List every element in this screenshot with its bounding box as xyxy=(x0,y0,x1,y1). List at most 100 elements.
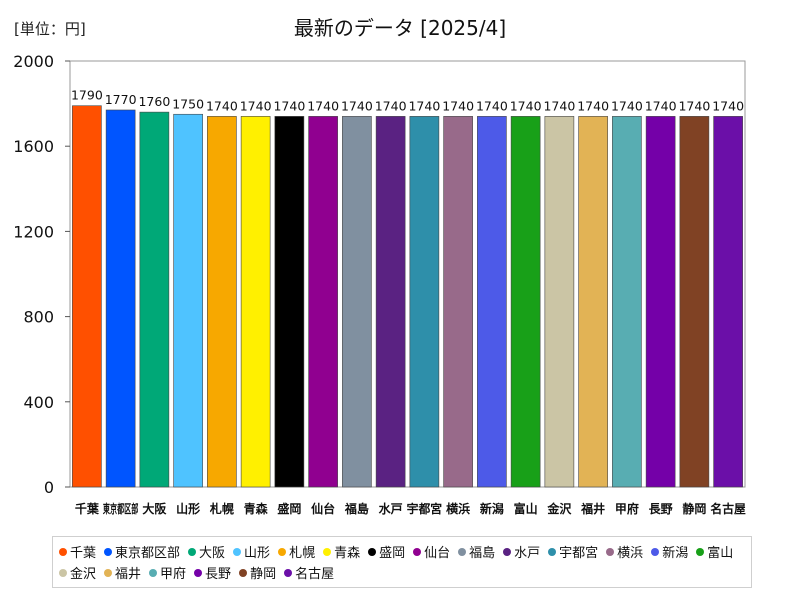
x-tick-label: 大阪 xyxy=(142,501,167,516)
bar xyxy=(510,116,541,488)
y-tick-label: 2000 xyxy=(13,52,54,71)
legend-item: 富山 xyxy=(696,541,733,562)
bar xyxy=(409,116,440,488)
x-tick-label: 水戸 xyxy=(379,501,403,516)
data-label: 1740 xyxy=(442,98,474,113)
x-tick-label: 福井 xyxy=(580,501,605,516)
legend-item: 青森 xyxy=(323,541,360,562)
legend-marker xyxy=(59,547,67,556)
legend: 千葉 東京都区部 大阪 山形 札幌 青森 盛岡 仙台 福島 水戸 宇都宮 横浜 新潟 富山 金沢 福井 甲府 長野… xyxy=(52,536,752,588)
x-tick-label: 富山 xyxy=(514,501,538,516)
legend-item: 横浜 xyxy=(606,541,643,562)
bar xyxy=(477,116,507,488)
legend-marker xyxy=(59,568,67,577)
legend-marker xyxy=(651,547,660,556)
bar xyxy=(207,116,237,488)
x-tick-label: 名古屋 xyxy=(710,501,745,516)
bar xyxy=(375,116,406,488)
bar xyxy=(274,116,305,488)
legend-label: 東京都区部 xyxy=(115,546,181,561)
bar xyxy=(139,111,170,488)
legend-label: 千葉 xyxy=(70,546,97,561)
data-label: 1740 xyxy=(375,98,407,113)
legend-item: 甲府 xyxy=(149,562,186,583)
legend-label: 富山 xyxy=(707,546,734,561)
legend-label: 長野 xyxy=(205,567,232,582)
data-label: 1740 xyxy=(273,98,305,113)
legend-label: 宇都宮 xyxy=(559,546,599,561)
legend-label: 仙台 xyxy=(424,546,451,561)
legend-label: 横浜 xyxy=(617,546,644,561)
x-tick-label: 東京都区部 xyxy=(103,501,138,516)
legend-marker xyxy=(458,547,467,556)
legend-marker xyxy=(239,568,248,577)
legend-label: 札幌 xyxy=(289,546,316,561)
legend-marker xyxy=(284,568,293,577)
plot-area xyxy=(69,60,746,488)
x-tick-label: 新潟 xyxy=(480,501,504,516)
x-tick-label: 山形 xyxy=(176,501,200,516)
bar xyxy=(308,116,338,488)
data-label: 1740 xyxy=(510,98,542,113)
data-label: 1740 xyxy=(206,98,238,113)
legend-item: 福井 xyxy=(104,562,141,583)
x-tick-label: 横浜 xyxy=(446,501,470,516)
legend-item: 盛岡 xyxy=(368,541,405,562)
legend-marker xyxy=(548,547,557,556)
data-label: 1740 xyxy=(476,98,508,113)
y-tick-label: 0 xyxy=(44,478,54,497)
x-tick-label: 金沢 xyxy=(546,501,572,516)
legend-item: 金沢 xyxy=(59,562,96,583)
bar-chart: 0 400 800 1200 1600 2000 1790 千葉 1770 東京都区部 1760 大阪… xyxy=(13,52,746,516)
legend-marker xyxy=(104,547,113,556)
legend-label: 金沢 xyxy=(70,567,97,582)
bar xyxy=(72,105,102,488)
legend-item: 千葉 xyxy=(59,541,96,562)
legend-label: 水戸 xyxy=(514,546,541,561)
legend-marker xyxy=(194,568,203,577)
legend-marker xyxy=(149,568,158,577)
legend-marker xyxy=(606,547,615,556)
data-label: 1740 xyxy=(307,98,339,113)
data-label: 1740 xyxy=(712,98,744,113)
legend-item: 宇都宮 xyxy=(548,541,598,562)
y-tick-label: 800 xyxy=(23,308,54,327)
legend-item: 名古屋 xyxy=(284,562,334,583)
x-tick-label: 宇都宮 xyxy=(407,501,442,516)
data-label: 1770 xyxy=(105,92,137,107)
legend-marker xyxy=(696,547,705,556)
legend-label: 名古屋 xyxy=(295,567,335,582)
data-label: 1740 xyxy=(240,98,272,113)
legend-label: 盛岡 xyxy=(379,546,406,561)
legend-item: 札幌 xyxy=(278,541,315,562)
data-label: 1740 xyxy=(611,98,643,113)
x-tick-label: 千葉 xyxy=(75,501,100,516)
bar xyxy=(173,113,203,488)
legend-label: 福井 xyxy=(115,567,142,582)
y-tick-label: 1600 xyxy=(13,137,54,156)
legend-marker xyxy=(104,568,113,577)
bar xyxy=(612,116,642,488)
legend-label: 山形 xyxy=(244,546,271,561)
unit-label: [単位：円] xyxy=(14,20,86,38)
legend-marker xyxy=(413,547,422,556)
bar xyxy=(713,116,743,488)
bar xyxy=(645,116,676,488)
x-tick-label: 青森 xyxy=(244,501,269,516)
y-tick-label: 400 xyxy=(23,393,54,412)
bar xyxy=(342,116,372,488)
x-tick-label: 福島 xyxy=(344,501,369,516)
legend-label: 甲府 xyxy=(160,567,187,582)
bar xyxy=(679,116,710,488)
data-label: 1740 xyxy=(543,98,575,113)
data-label: 1790 xyxy=(71,88,103,103)
legend-item: 新潟 xyxy=(651,541,688,562)
legend-label: 静岡 xyxy=(250,567,277,582)
legend-label: 福島 xyxy=(469,546,496,561)
legend-item: 仙台 xyxy=(413,541,450,562)
x-tick-label: 静岡 xyxy=(682,501,706,516)
bar xyxy=(544,116,575,488)
data-label: 1740 xyxy=(408,98,440,113)
legend-item: 福島 xyxy=(458,541,495,562)
legend-label: 青森 xyxy=(334,546,361,561)
